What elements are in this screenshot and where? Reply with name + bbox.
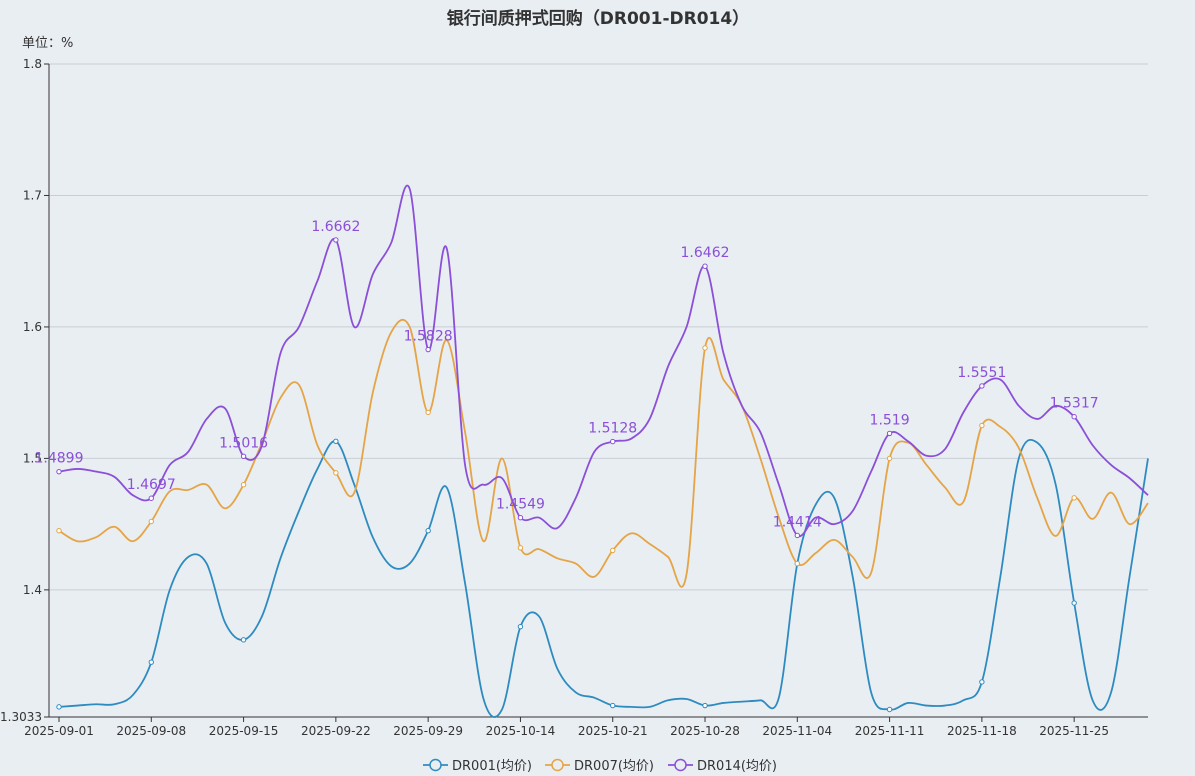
series-lines (56, 184, 1149, 718)
data-point[interactable] (425, 528, 431, 534)
data-point[interactable] (610, 547, 616, 554)
data-point[interactable] (702, 702, 708, 709)
data-label: 1.6662 (311, 219, 360, 235)
grid-lines (49, 63, 1148, 591)
data-point[interactable] (610, 438, 616, 445)
data-label: 1.5128 (588, 421, 637, 437)
legend-marker (429, 758, 442, 772)
axes: 1.3033 1.4 1.5 1.6 1.7 1.8 2025-09-01 2025-09-0… (0, 57, 1148, 738)
series-2 (56, 318, 1149, 588)
x-tick-label: 2025-09-22 (301, 724, 371, 738)
x-tick-label: 2025-10-21 (578, 724, 648, 738)
data-point[interactable] (333, 470, 339, 476)
data-label: 1.4414 (773, 514, 822, 530)
data-point[interactable] (1071, 495, 1077, 501)
data-point[interactable] (56, 528, 62, 534)
x-tick-label: 2025-11-11 (855, 724, 925, 738)
data-point[interactable] (240, 453, 247, 459)
series-3 (56, 184, 1149, 539)
data-label: 1.5551 (957, 365, 1006, 381)
x-tick-label: 2025-09-15 (209, 724, 279, 738)
y-tick-label: 1.6 (23, 320, 42, 334)
data-point[interactable] (1071, 600, 1077, 606)
data-label: 1.4549 (496, 497, 545, 513)
x-tick-label: 2025-11-04 (762, 724, 832, 738)
data-labels: 1.4899 1.4697 1.5016 1.6662 1.5828 1.4549 1.51… (35, 219, 1099, 531)
data-point[interactable] (886, 706, 893, 713)
x-tick-label: 2025-09-01 (24, 724, 94, 738)
legend-label: DR007(均价) (574, 759, 654, 772)
data-point[interactable] (240, 481, 247, 488)
data-point[interactable] (794, 560, 801, 567)
y-tick-label: 1.3033 (0, 710, 42, 724)
legend-label: DR014(均价) (697, 759, 777, 772)
data-point[interactable] (794, 532, 801, 539)
series-line (58, 438, 1149, 718)
data-label: 1.5016 (219, 435, 268, 451)
data-point[interactable] (610, 702, 616, 709)
x-tick-label: 2025-11-18 (947, 724, 1017, 738)
legend-item-2[interactable]: DR007(均价) (545, 758, 654, 774)
data-point[interactable] (886, 430, 893, 437)
data-point[interactable] (1071, 414, 1077, 420)
legend-marker (551, 758, 564, 772)
legend[interactable]: DR001(均价) DR007(均价) DR014(均价) (423, 758, 777, 774)
y-tick-label: 1.7 (23, 188, 42, 202)
y-tick-label: 1.5 (23, 451, 42, 465)
data-point[interactable] (979, 383, 985, 389)
data-label: 1.519 (870, 412, 910, 428)
data-point[interactable] (56, 704, 62, 710)
chart-title: 银行间质押式回购（DR001-DR014） (447, 8, 749, 29)
legend-item-3[interactable]: DR014(均价) (668, 758, 777, 774)
data-point[interactable] (517, 623, 524, 630)
data-point[interactable] (702, 263, 708, 269)
unit-label: 单位：% (22, 36, 73, 51)
data-point[interactable] (333, 438, 339, 445)
data-point[interactable] (979, 679, 985, 685)
data-label: 1.5317 (1050, 396, 1099, 412)
data-label: 1.4899 (35, 451, 84, 467)
data-point[interactable] (702, 345, 708, 351)
y-tick-label: 1.8 (23, 57, 42, 71)
legend-label: DR001(均价) (452, 759, 532, 772)
x-tick-label: 2025-09-29 (393, 724, 463, 738)
legend-item-1[interactable]: DR001(均价) (423, 758, 532, 774)
x-tick-label: 2025-10-28 (670, 724, 740, 738)
data-point[interactable] (886, 455, 893, 462)
series-line (58, 318, 1149, 588)
data-point[interactable] (148, 659, 154, 665)
y-tick-label: 1.4 (23, 583, 42, 597)
data-point[interactable] (240, 637, 247, 643)
data-point[interactable] (333, 237, 339, 243)
data-label: 1.4697 (127, 477, 176, 493)
data-point[interactable] (517, 514, 524, 521)
data-point[interactable] (517, 545, 524, 551)
series-1 (56, 438, 1149, 718)
data-point[interactable] (979, 422, 985, 429)
x-tick-label: 2025-09-08 (116, 724, 186, 738)
data-point[interactable] (148, 518, 154, 525)
legend-marker (674, 758, 687, 772)
data-label: 1.5828 (404, 329, 453, 345)
x-tick-label: 2025-11-25 (1039, 724, 1109, 738)
data-point[interactable] (56, 468, 62, 475)
data-label: 1.6462 (681, 245, 730, 261)
data-point[interactable] (425, 409, 431, 416)
x-tick-label: 2025-10-14 (486, 724, 556, 738)
data-point[interactable] (425, 346, 431, 353)
series-line (58, 184, 1149, 538)
data-point[interactable] (148, 495, 154, 501)
